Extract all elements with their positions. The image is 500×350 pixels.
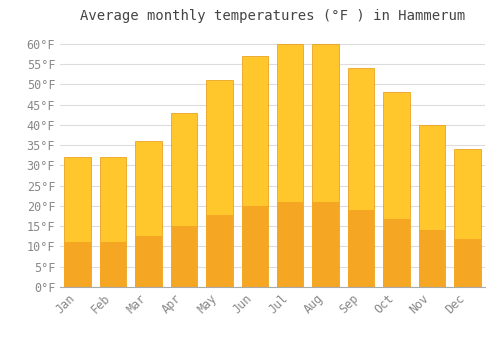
Bar [206, 80, 233, 287]
Bar [348, 68, 374, 287]
Bar [170, 113, 197, 287]
Bar [100, 157, 126, 287]
Bar [418, 125, 445, 287]
Bar [454, 149, 480, 287]
Bar [136, 236, 162, 287]
Bar [206, 215, 233, 287]
Bar [454, 239, 480, 287]
Bar [242, 56, 268, 287]
Bar [242, 206, 268, 287]
Title: Average monthly temperatures (°F ) in Hammerum: Average monthly temperatures (°F ) in Ha… [80, 9, 465, 23]
Bar [383, 219, 409, 287]
Bar [64, 241, 91, 287]
Bar [312, 202, 339, 287]
Bar [277, 44, 303, 287]
Bar [348, 210, 374, 287]
Bar [277, 202, 303, 287]
Bar [418, 230, 445, 287]
Bar [170, 226, 197, 287]
Bar [100, 241, 126, 287]
Bar [64, 157, 91, 287]
Bar [383, 92, 409, 287]
Bar [136, 141, 162, 287]
Bar [312, 44, 339, 287]
